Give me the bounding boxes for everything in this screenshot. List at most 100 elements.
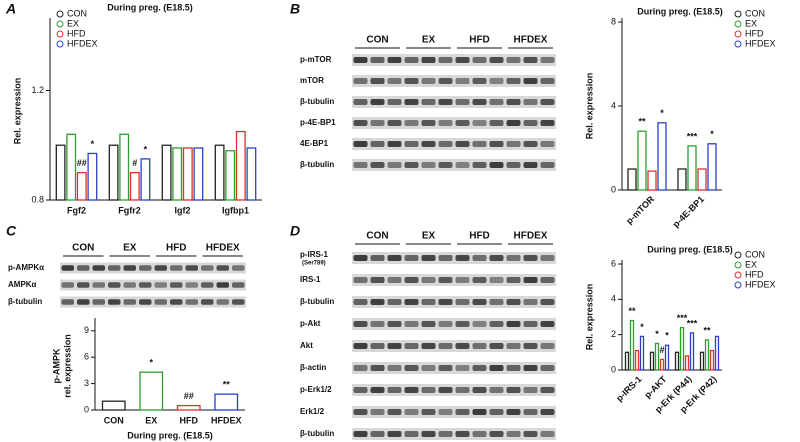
bar bbox=[108, 144, 119, 201]
blot-band bbox=[455, 162, 470, 168]
blot-band bbox=[92, 299, 105, 305]
blot-band bbox=[506, 299, 521, 305]
blot-band bbox=[540, 321, 555, 327]
blot-band bbox=[540, 277, 555, 283]
blot-band bbox=[154, 265, 167, 271]
blot-band bbox=[123, 265, 136, 271]
bar bbox=[119, 133, 130, 201]
bar bbox=[101, 400, 126, 411]
blot-band bbox=[370, 141, 385, 147]
y-tick-label: 0 bbox=[611, 184, 616, 194]
blot-band bbox=[370, 387, 385, 393]
blot-band bbox=[370, 409, 385, 415]
bar bbox=[161, 144, 172, 201]
blot-band bbox=[489, 120, 504, 126]
blot-band bbox=[455, 141, 470, 147]
blot-band bbox=[523, 343, 538, 349]
blot-band bbox=[438, 99, 453, 105]
blot-strip bbox=[352, 117, 556, 129]
blot-band bbox=[438, 255, 453, 261]
annotation: * bbox=[655, 329, 659, 339]
x-tick-label: HFD bbox=[180, 415, 199, 425]
bar bbox=[140, 158, 151, 201]
blot-band bbox=[170, 282, 183, 288]
blot-band bbox=[170, 265, 183, 271]
blot-band bbox=[455, 277, 470, 283]
blot-band bbox=[455, 99, 470, 105]
bar bbox=[225, 150, 236, 201]
x-tick-label: HFDEX bbox=[211, 415, 242, 425]
blot-band bbox=[506, 255, 521, 261]
blot-band bbox=[438, 120, 453, 126]
lane-group-label: HFDEX bbox=[514, 35, 548, 46]
x-axis-label: During preg. (E18.5) bbox=[127, 430, 213, 440]
legend-label: EX bbox=[745, 18, 757, 28]
panel-letter: D bbox=[290, 223, 300, 239]
y-tick-label: 4 bbox=[611, 294, 616, 304]
blot-band bbox=[61, 299, 74, 305]
blot-band bbox=[421, 321, 436, 327]
bar bbox=[235, 130, 246, 201]
blot-band bbox=[353, 78, 368, 84]
bar bbox=[659, 358, 665, 371]
blot-row-label: mTOR bbox=[300, 76, 324, 85]
blot-band bbox=[489, 57, 504, 63]
blot-band bbox=[506, 57, 521, 63]
blot-row-label: IRS-1 bbox=[300, 275, 321, 284]
blot-band bbox=[472, 120, 487, 126]
lane-group-label: CON bbox=[72, 243, 94, 254]
blot-band bbox=[201, 282, 214, 288]
blot-band bbox=[438, 365, 453, 371]
blot-band bbox=[489, 321, 504, 327]
y-tick-label: 0 bbox=[611, 364, 616, 374]
blot-band bbox=[523, 141, 538, 147]
blot-strip bbox=[352, 340, 556, 352]
blot-band bbox=[472, 255, 487, 261]
blot-row-label: β-tubulin bbox=[300, 160, 334, 169]
bar bbox=[637, 130, 647, 191]
blot-band bbox=[404, 162, 419, 168]
y-tick-label: 6 bbox=[84, 352, 89, 362]
blot-band bbox=[489, 365, 504, 371]
blot-band bbox=[232, 265, 245, 271]
legend-label: EX bbox=[67, 18, 79, 28]
blot-band bbox=[370, 162, 385, 168]
blot-band bbox=[523, 78, 538, 84]
blot-band bbox=[540, 78, 555, 84]
blot-band bbox=[421, 299, 436, 305]
blot-band bbox=[353, 255, 368, 261]
bar bbox=[87, 152, 98, 201]
blot-band bbox=[421, 277, 436, 283]
blot-band bbox=[404, 78, 419, 84]
y-tick-label: 4 bbox=[611, 100, 616, 110]
blot-band bbox=[489, 409, 504, 415]
blot-strip bbox=[352, 54, 556, 66]
x-tick-label: Fgfr2 bbox=[118, 205, 141, 215]
x-tick-label: p-mTOR bbox=[624, 194, 656, 226]
blot-band bbox=[523, 431, 538, 437]
blot-band bbox=[370, 343, 385, 349]
bar bbox=[627, 168, 637, 191]
bar bbox=[55, 144, 66, 201]
y-axis-label: Rel. expression bbox=[584, 73, 594, 140]
lane-group-label: CON bbox=[366, 231, 388, 242]
blot-band bbox=[438, 299, 453, 305]
annotation: * bbox=[660, 108, 664, 118]
blot-band bbox=[108, 265, 121, 271]
blot-band bbox=[489, 255, 504, 261]
blot-band bbox=[540, 409, 555, 415]
blot-band bbox=[387, 78, 402, 84]
bar bbox=[634, 349, 640, 371]
blot-band bbox=[472, 409, 487, 415]
blot-band bbox=[523, 255, 538, 261]
blot-band bbox=[472, 299, 487, 305]
legend-marker bbox=[734, 271, 742, 279]
blot-band bbox=[421, 78, 436, 84]
blot-band bbox=[216, 282, 229, 288]
blot-band bbox=[185, 299, 198, 305]
blot-band bbox=[404, 409, 419, 415]
blot-band bbox=[472, 57, 487, 63]
blot-band bbox=[438, 409, 453, 415]
y-axis-label: Rel. expression bbox=[584, 284, 594, 351]
blot-band bbox=[421, 255, 436, 261]
